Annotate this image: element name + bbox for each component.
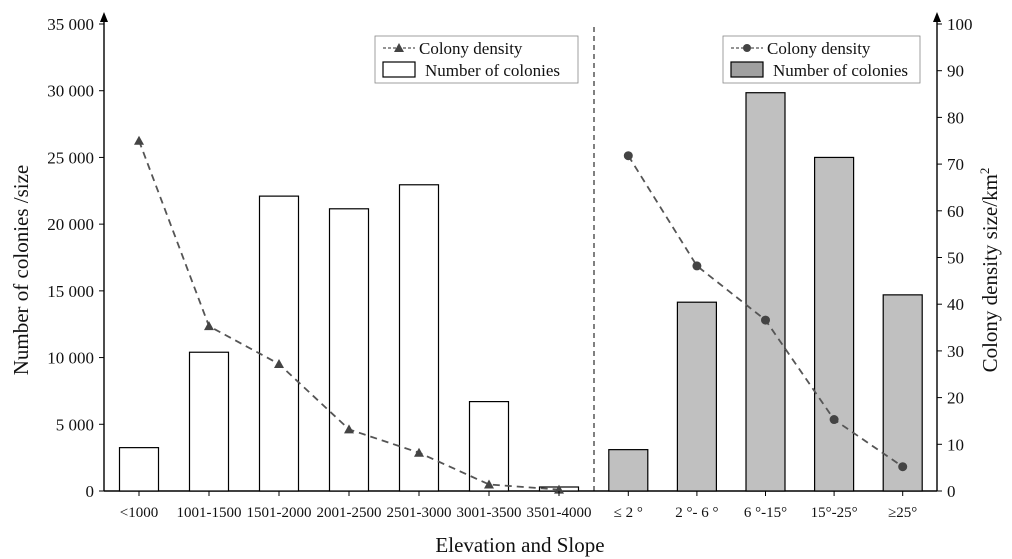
legend-slope: Colony density Number of colonies bbox=[722, 35, 921, 84]
legend-label-density: Colony density bbox=[767, 39, 871, 58]
x-axis-label: Elevation and Slope bbox=[435, 533, 604, 557]
bar-elevation bbox=[118, 447, 160, 492]
y-tick-label-right: 30 bbox=[947, 342, 964, 361]
y-axis-label-left: Number of colonies /size bbox=[9, 165, 33, 376]
x-tick-label: ≤ 2 ° bbox=[614, 505, 643, 521]
tick-labels: 0 5 000 10 000 15 000 20 000 25 000 30 000 35 0… bbox=[47, 15, 972, 521]
right-axis-arrow bbox=[933, 12, 941, 22]
y-tick-label-right: 80 bbox=[947, 108, 964, 127]
y-tick-label-right: 50 bbox=[947, 249, 964, 268]
bar-slope bbox=[745, 92, 786, 492]
bar-slope bbox=[608, 449, 649, 492]
y-tick-label-right: 70 bbox=[947, 155, 964, 174]
legend-bar-swatch bbox=[730, 61, 764, 78]
density-point bbox=[274, 358, 284, 368]
y-tick-label-right: 20 bbox=[947, 389, 964, 408]
legend-circle-marker bbox=[743, 44, 751, 52]
x-tick-label: 3001-3500 bbox=[457, 505, 522, 521]
density-point bbox=[414, 447, 424, 457]
y-tick-label-left: 15 000 bbox=[47, 282, 94, 301]
left-axis-arrow bbox=[100, 12, 108, 22]
y-tick-label-left: 20 000 bbox=[47, 215, 94, 234]
y-tick-label-right: 100 bbox=[947, 15, 973, 34]
y-tick-label-left: 25 000 bbox=[47, 148, 94, 167]
x-tick-label: 15°-25° bbox=[811, 505, 858, 521]
y-tick-label-left: 35 000 bbox=[47, 15, 94, 34]
bar-elevation bbox=[188, 351, 230, 492]
bar-slope bbox=[676, 301, 718, 492]
y-tick-label-left: 5 000 bbox=[56, 415, 94, 434]
density-point bbox=[692, 261, 702, 271]
y-tick-label-left: 10 000 bbox=[47, 349, 94, 368]
legend-label-colonies: Number of colonies bbox=[773, 61, 908, 80]
density-point bbox=[554, 484, 564, 494]
x-tick-label: <1000 bbox=[120, 505, 158, 521]
legend-bar-swatch bbox=[382, 61, 416, 78]
y-tick-label-right: 40 bbox=[947, 295, 964, 314]
bar-elevation bbox=[468, 401, 510, 492]
legend-label-density: Colony density bbox=[419, 39, 523, 58]
density-lines bbox=[134, 135, 908, 494]
legend-elevation: Colony density Number of colonies bbox=[374, 35, 579, 84]
legend-triangle-marker bbox=[394, 43, 404, 52]
axes bbox=[100, 12, 941, 492]
x-tick-label: ≥25° bbox=[888, 505, 917, 521]
bar-slope bbox=[882, 294, 923, 492]
density-point bbox=[623, 151, 633, 161]
x-tick-label: 2001-2500 bbox=[317, 505, 382, 521]
y-tick-label-right: 10 bbox=[947, 435, 964, 454]
bar-elevation bbox=[258, 195, 300, 492]
x-tick-label: 1501-2000 bbox=[247, 505, 312, 521]
x-tick-label: 6 °-15° bbox=[744, 505, 787, 521]
y-tick-label-left: 30 000 bbox=[47, 82, 94, 101]
density-point bbox=[204, 321, 214, 331]
density-point bbox=[484, 479, 494, 489]
density-point bbox=[344, 424, 354, 434]
y-tick-label-right: 0 bbox=[947, 482, 956, 501]
density-point bbox=[898, 462, 908, 472]
bar-elevation bbox=[328, 208, 370, 492]
bars bbox=[118, 92, 923, 492]
y-axis-label-right-sup: 2 bbox=[977, 168, 992, 175]
x-tick-label: 2 °- 6 ° bbox=[675, 505, 718, 521]
bar-slope bbox=[813, 156, 855, 492]
density-point bbox=[829, 415, 839, 425]
y-tick-label-right: 60 bbox=[947, 202, 964, 221]
y-tick-label-right: 90 bbox=[947, 62, 964, 81]
bar-elevation bbox=[398, 184, 440, 492]
legend-label-colonies: Number of colonies bbox=[425, 61, 560, 80]
x-tick-label: 1001-1500 bbox=[177, 505, 242, 521]
x-tick-label: 3501-4000 bbox=[527, 505, 592, 521]
y-tick-label-left: 0 bbox=[86, 482, 95, 501]
x-tick-label: 2501-3000 bbox=[387, 505, 452, 521]
y-axis-label-right-main: Colony density size/km bbox=[978, 174, 1002, 372]
density-point bbox=[134, 135, 144, 145]
y-axis-label-right: Colony density size/km2 bbox=[977, 168, 1002, 373]
density-point bbox=[761, 315, 770, 325]
